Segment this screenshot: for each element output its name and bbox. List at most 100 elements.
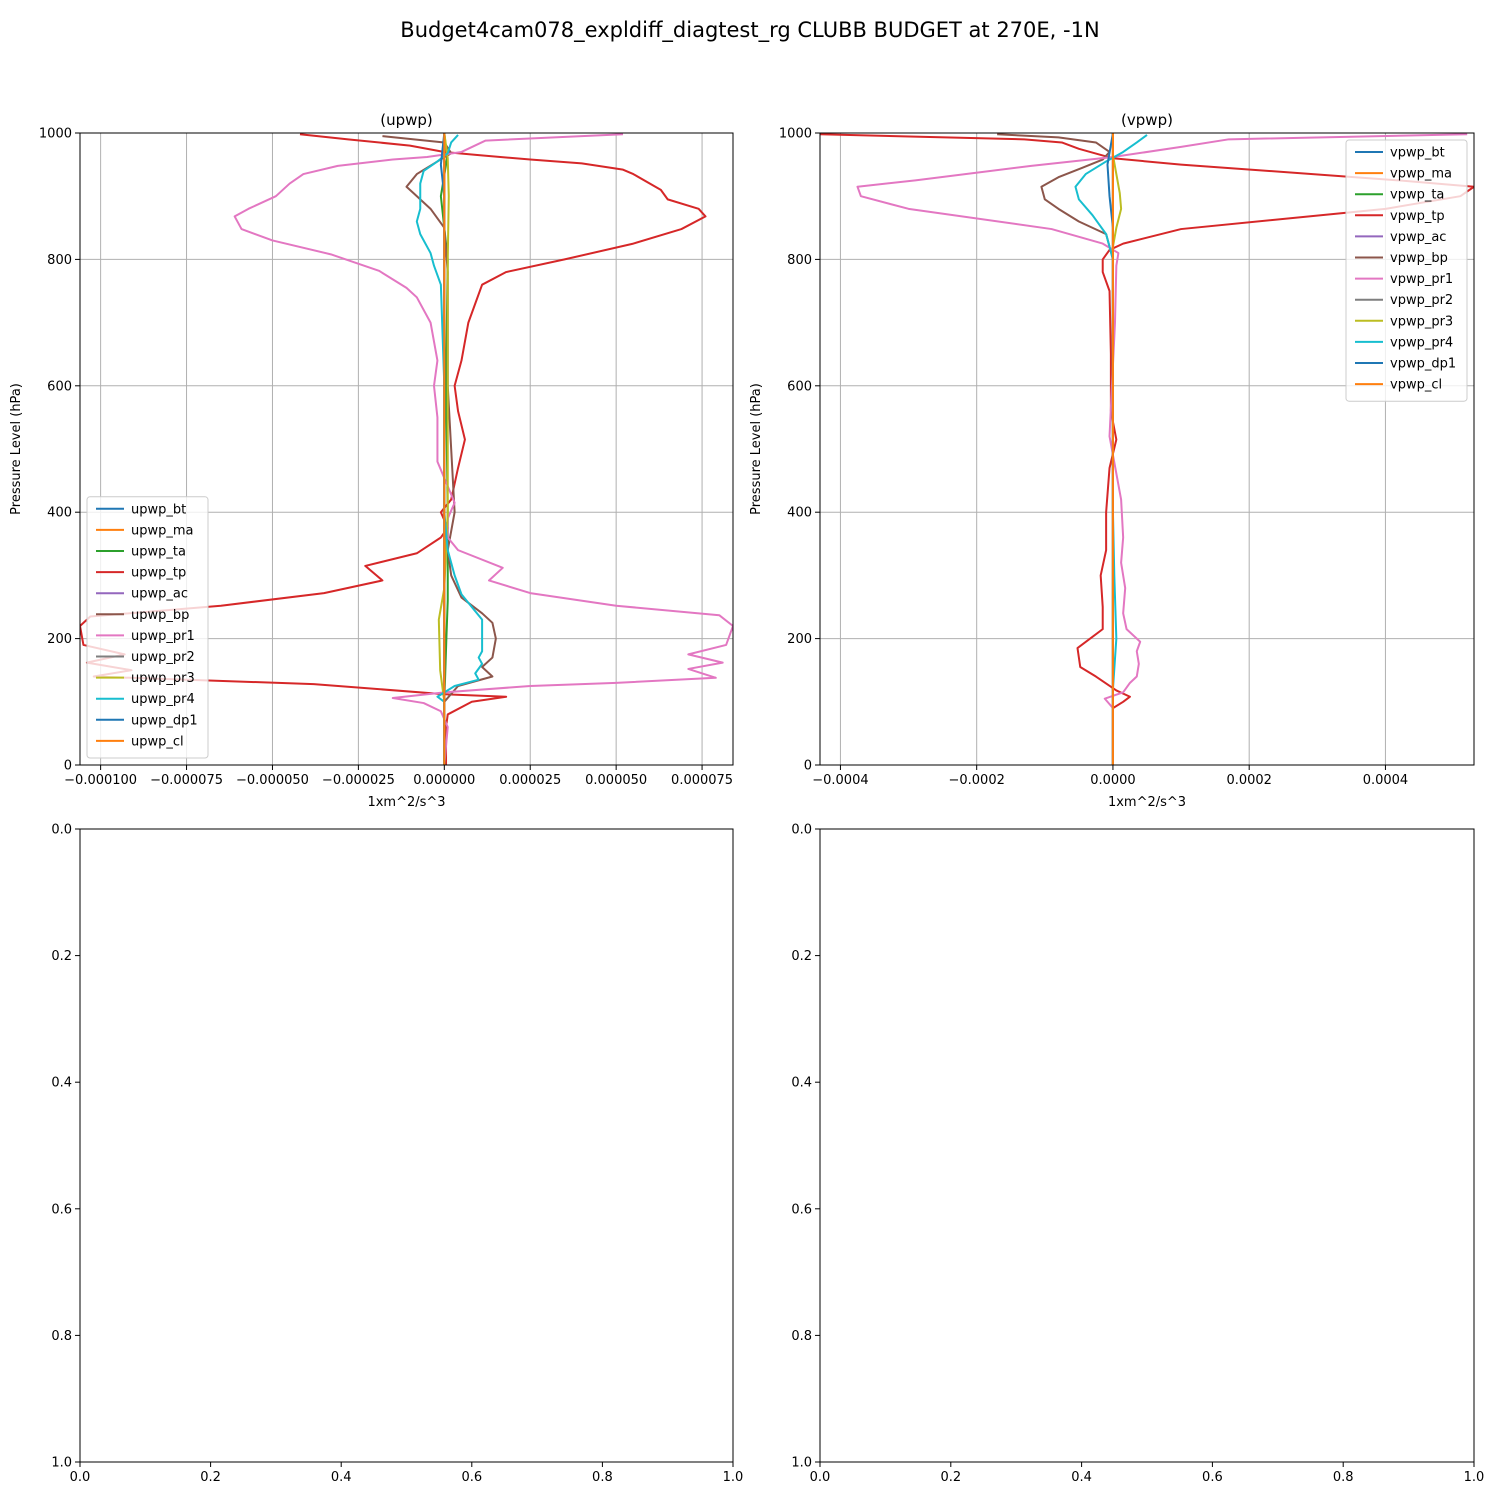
legend-label: vpwp_dp1 (1390, 357, 1456, 372)
legend-label: upwp_pr2 (131, 650, 195, 665)
y-tick-label: 0.4 (51, 1076, 72, 1091)
series-line-vpwp-pr1 (856, 133, 1468, 765)
x-tick-label: 0.6 (461, 1470, 482, 1485)
y-tick-label: 0.8 (51, 1329, 72, 1344)
y-tick-label: 0 (804, 759, 812, 774)
plot-frame (79, 828, 734, 1463)
y-tick-label: 600 (47, 379, 72, 394)
y-tick-label: 800 (47, 253, 72, 268)
x-tick-label: 0.2 (200, 1470, 221, 1485)
y-tick-label: 0.2 (791, 949, 812, 964)
y-tick-label: 0.2 (51, 949, 72, 964)
x-tick-label: 0.4 (1071, 1470, 1092, 1485)
legend: vpwp_bt vpwp_ma vpwp_ta vpwp_tp vpwp_ac vpwp_… (1345, 139, 1468, 402)
x-tick-label: 0.0000 (1090, 773, 1136, 788)
x-tick-label: 0.8 (1333, 1470, 1354, 1485)
plot-frame (79, 132, 734, 766)
x-tick-label: 0.2 (940, 1470, 961, 1485)
series-line-vpwp-bp (997, 133, 1114, 765)
legend: upwp_bt upwp_ma upwp_ta upwp_tp upwp_ac upwp_… (86, 496, 209, 759)
y-tick-label: 0 (64, 759, 72, 774)
subplot-title: (vpwp) (1121, 111, 1173, 129)
x-tick-label: 1.0 (723, 1470, 744, 1485)
x-tick-label: −0.0004 (812, 773, 868, 788)
x-tick-label: 0.000075 (671, 773, 733, 788)
subplot-title: (upwp) (380, 111, 433, 129)
series-group (820, 133, 1474, 765)
series-line-vpwp-pr4 (1074, 134, 1148, 765)
subplot-3: 0.0 0.2 0.4 0.6 0.8 1.00.00.20.40.60.81.0 (51, 823, 743, 1486)
legend-label: upwp_bp (131, 608, 189, 623)
y-tick-label: 1000 (39, 127, 72, 142)
y-tick-label: 1.0 (791, 1456, 812, 1471)
y-tick-label: 600 (787, 379, 812, 394)
y-tick-label: 0.6 (791, 1202, 812, 1217)
x-tick-label: 0.000025 (499, 773, 561, 788)
y-axis-label: Pressure Level (hPa) (9, 383, 24, 515)
subplot-4: 0.0 0.2 0.4 0.6 0.8 1.00.00.20.40.60.81.0 (791, 823, 1484, 1486)
series-line-vpwp-tp (820, 133, 1474, 765)
x-tick-label: 0.4 (331, 1470, 352, 1485)
x-axis-label: 1xm^2/s^3 (367, 795, 445, 810)
legend-label: upwp_pr1 (131, 629, 195, 644)
series-line-upwp-pr1 (233, 133, 733, 765)
subplot-2: −0.0004 −0.0002 0.0000 0.0002 0.0004 0 200 400 6… (749, 111, 1475, 810)
legend-label: vpwp_pr2 (1390, 293, 1453, 308)
plot-frame (819, 828, 1475, 1463)
x-axis-label: 1xm^2/s^3 (1108, 795, 1186, 810)
legend-label: vpwp_ma (1390, 167, 1452, 182)
legend-label: vpwp_pr1 (1390, 272, 1453, 287)
series-line-upwp-bp (382, 135, 497, 765)
legend-label: vpwp_bt (1390, 146, 1445, 161)
y-tick-label: 0.0 (51, 823, 72, 838)
y-tick-label: 1000 (779, 127, 812, 142)
x-tick-label: 0.000050 (585, 773, 647, 788)
legend-label: upwp_pr4 (131, 692, 195, 707)
plot-frame (819, 132, 1475, 766)
legend-label: upwp_ac (131, 587, 188, 602)
legend-box (1345, 139, 1468, 402)
legend-label: upwp_ma (131, 523, 194, 538)
x-tick-label: −0.000100 (64, 773, 137, 788)
legend-label: vpwp_tp (1390, 209, 1445, 224)
y-tick-label: 400 (47, 506, 72, 521)
x-tick-label: 0.000000 (413, 773, 475, 788)
x-tick-label: 0.0 (70, 1470, 91, 1485)
legend-label: upwp_pr3 (131, 671, 195, 686)
y-tick-label: 400 (787, 506, 812, 521)
legend-box (86, 496, 209, 759)
subplot-grid: −0.000100 −0.000075 −0.000050 −0.000025 0.00… (9, 111, 1484, 1485)
x-tick-label: 0.8 (592, 1470, 613, 1485)
series-group (80, 133, 733, 765)
y-axis-label: Pressure Level (hPa) (749, 383, 764, 515)
legend-label: vpwp_ac (1390, 230, 1446, 245)
y-tick-label: 0.8 (791, 1329, 812, 1344)
legend-label: upwp_cl (131, 734, 184, 749)
x-tick-label: −0.000050 (236, 773, 309, 788)
x-tick-label: −0.0002 (948, 773, 1004, 788)
y-tick-label: 0.4 (791, 1076, 812, 1091)
x-tick-label: 1.0 (1464, 1470, 1485, 1485)
x-tick-label: 0.6 (1202, 1470, 1223, 1485)
legend-label: vpwp_bp (1390, 251, 1448, 266)
series-line-upwp-pr3 (437, 133, 450, 765)
legend-label: upwp_ta (131, 545, 186, 560)
figure-title: Budget4cam078_expldiff_diagtest_rg CLUBB… (400, 18, 1099, 43)
y-tick-label: 0.6 (51, 1202, 72, 1217)
y-tick-label: 200 (787, 632, 812, 647)
legend-label: upwp_dp1 (131, 713, 198, 728)
legend-label: vpwp_ta (1390, 188, 1444, 203)
y-tick-label: 1.0 (51, 1456, 72, 1471)
legend-label: vpwp_pr3 (1390, 314, 1453, 329)
y-tick-label: 0.0 (791, 823, 812, 838)
legend-label: upwp_tp (131, 566, 186, 581)
x-tick-label: −0.000025 (322, 773, 395, 788)
y-tick-label: 200 (47, 632, 72, 647)
legend-label: vpwp_cl (1390, 378, 1442, 393)
legend-label: upwp_bt (131, 502, 186, 517)
x-tick-label: 0.0 (810, 1470, 831, 1485)
legend-label: vpwp_pr4 (1390, 335, 1453, 350)
y-tick-label: 800 (787, 253, 812, 268)
x-tick-label: 0.0002 (1226, 773, 1272, 788)
